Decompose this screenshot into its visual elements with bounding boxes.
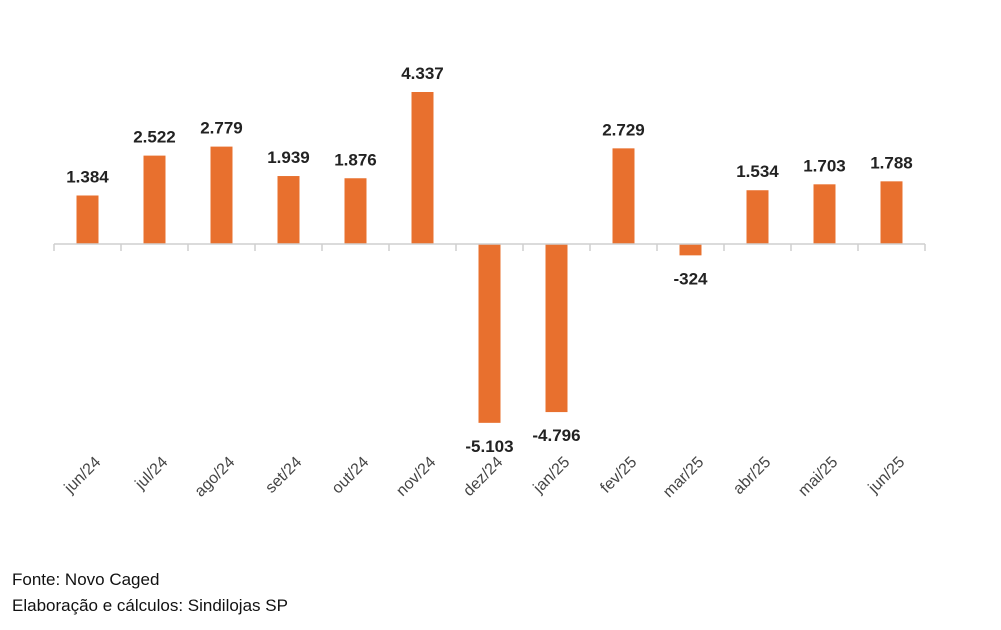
data-label: -324 <box>673 269 708 288</box>
bar-jun-25 <box>880 181 903 244</box>
bar-abr-25 <box>746 190 769 244</box>
data-label: 2.729 <box>602 120 645 139</box>
x-tick-label: ago/24 <box>192 454 239 501</box>
data-label: 2.779 <box>200 119 243 138</box>
credits-note: Elaboração e cálculos: Sindilojas SP <box>12 596 288 615</box>
data-label: 2.522 <box>133 128 176 147</box>
bar-nov-24 <box>411 92 434 244</box>
bar-jan-25 <box>545 244 568 413</box>
x-tick-label: out/24 <box>329 454 373 498</box>
bar-set-24 <box>277 176 300 244</box>
x-tick-label: jun/25 <box>865 454 909 498</box>
x-tick-label: jul/24 <box>132 454 172 494</box>
x-tick-label: abr/25 <box>730 454 774 498</box>
bar-jun-24 <box>76 195 99 244</box>
x-axis-ticks <box>53 244 926 251</box>
bar-out-24 <box>344 178 367 244</box>
x-tick-label: fev/25 <box>597 454 640 497</box>
x-tick-label: jan/25 <box>530 454 574 498</box>
bar-chart: 1.384 2.522 2.779 1.939 1.876 4.337 -5.103 -4.7… <box>53 64 926 501</box>
bar-jul-24 <box>143 155 166 244</box>
data-label: 1.384 <box>66 167 109 186</box>
bar-mar-25 <box>679 244 702 256</box>
value-label-group: 1.384 2.522 2.779 1.939 1.876 4.337 -5.103 -4.7… <box>66 64 913 456</box>
bar-ago-24 <box>210 146 233 244</box>
x-axis-tick-label-group: jun/24 jul/24 ago/24 set/24 out/24 nov/24 dez/… <box>61 454 909 501</box>
data-label: 1.703 <box>803 156 846 175</box>
data-label: -5.103 <box>465 437 513 456</box>
data-label: 1.534 <box>736 162 779 181</box>
x-tick-label: mai/25 <box>795 454 841 500</box>
x-tick-label: mar/25 <box>660 454 707 501</box>
x-tick-label: dez/24 <box>460 454 506 500</box>
data-label: 1.876 <box>334 150 377 169</box>
data-label: 1.788 <box>870 153 913 172</box>
x-tick-label: jun/24 <box>61 454 105 498</box>
x-tick-label: set/24 <box>262 454 305 497</box>
bar-dez-24 <box>478 244 501 423</box>
data-label: -4.796 <box>532 426 580 445</box>
data-label: 1.939 <box>267 148 310 167</box>
bar-group <box>76 92 903 423</box>
source-note: Fonte: Novo Caged <box>12 570 160 589</box>
bar-mai-25 <box>813 184 836 244</box>
x-tick-label: nov/24 <box>393 454 439 500</box>
data-label: 4.337 <box>401 64 444 83</box>
bar-fev-25 <box>612 148 635 244</box>
